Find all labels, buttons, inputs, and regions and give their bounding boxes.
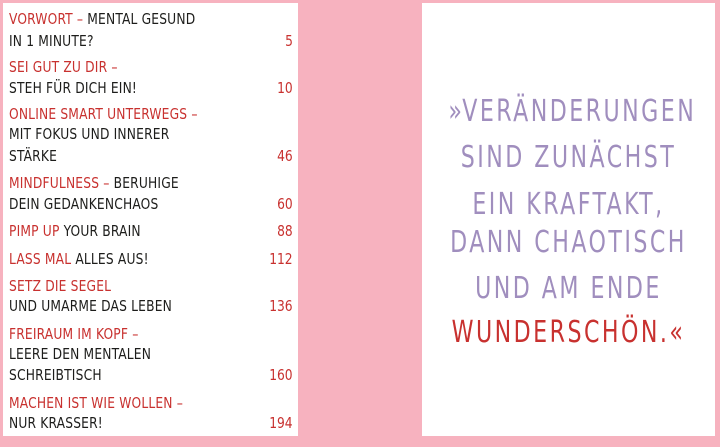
quote-line: UND AM ENDE [475, 271, 662, 306]
toc-page-number[interactable]: 5 [285, 32, 293, 50]
toc-entry-setz-die-segel-title[interactable]: SETZ DIE SEGEL [9, 276, 258, 296]
toc-page-number[interactable]: 10 [277, 79, 293, 97]
toc-page-number[interactable]: 112 [269, 250, 293, 268]
quote-line: DANN CHAOTISCH [450, 225, 687, 260]
toc-entry-mindfulness-subtitle[interactable]: DEIN GEDANKENCHAOS [9, 195, 159, 213]
toc-page-number[interactable]: 160 [269, 366, 293, 384]
toc-entry-title-dark: ALLES AUS! [71, 250, 149, 268]
toc-entry-lass-mal-title[interactable]: LASS MAL ALLES AUS! [9, 249, 258, 269]
toc-entry-online-smart-title[interactable]: ONLINE SMART UNTERWEGS – [9, 104, 258, 124]
toc-entry-freiraum-title[interactable]: FREIRAUM IM KOPF – [9, 324, 258, 344]
toc-entry-title-red: MINDFULNESS – [9, 174, 110, 192]
toc-entry-sei-gut-title[interactable]: SEI GUT ZU DIR – [9, 57, 258, 77]
toc-page-number[interactable]: 136 [269, 297, 293, 315]
toc-entry-freiraum-subtitle[interactable]: LEERE DEN MENTALEN [9, 345, 152, 363]
quote-line: »VERÄNDERUNGEN [448, 94, 697, 129]
toc-entry-machen-subtitle[interactable]: NUR KRASSER! [9, 414, 103, 432]
toc-entry-mindfulness-title[interactable]: MINDFULNESS – BERUHIGE [9, 173, 258, 193]
toc-entry-vorwort-title[interactable]: VORWORT – MENTAL GESUND [9, 9, 258, 29]
toc-page-number[interactable]: 60 [277, 195, 293, 213]
toc-entry-title-dark: YOUR BRAIN [59, 222, 141, 240]
quote-line: EIN KRAFTAKT, [472, 187, 665, 222]
toc-entry-title-dark: BERUHIGE [109, 174, 179, 192]
toc-entry-title-red: LASS MAL [9, 250, 72, 268]
toc-entry-title-red: VORWORT – [9, 10, 84, 28]
table-of-contents-page: VORWORT – MENTAL GESUND IN 1 MINUTE? 5 S… [3, 3, 298, 436]
quote-accent-line: WUNDERSCHÖN.« [451, 315, 686, 350]
toc-entry-title-red: SETZ DIE SEGEL [9, 277, 112, 295]
toc-entry-freiraum-subtitle-2[interactable]: SCHREIBTISCH [9, 366, 102, 384]
toc-page-number[interactable]: 46 [277, 147, 293, 165]
toc-entry-sei-gut-subtitle[interactable]: STEH FÜR DICH EIN! [9, 79, 138, 97]
toc-page-number[interactable]: 88 [277, 222, 293, 240]
toc-entry-title-dark: MENTAL GESUND [83, 10, 196, 28]
toc-entry-online-smart-subtitle[interactable]: MIT FOKUS UND INNERER [9, 125, 170, 143]
quote-line: SIND ZUNÄCHST [460, 140, 677, 175]
toc-entry-machen-title[interactable]: MACHEN IST WIE WOLLEN – [9, 393, 258, 413]
toc-entry-title-red: ONLINE SMART UNTERWEGS – [9, 105, 198, 123]
toc-entry-vorwort-subtitle[interactable]: IN 1 MINUTE? [9, 32, 94, 50]
toc-entry-pimp-up-title[interactable]: PIMP UP YOUR BRAIN [9, 221, 258, 241]
toc-entry-title-red: MACHEN IST WIE WOLLEN – [9, 394, 184, 412]
toc-entry-title-red: SEI GUT ZU DIR – [9, 58, 118, 76]
toc-entry-title-red: FREIRAUM IM KOPF – [9, 325, 139, 343]
toc-entry-online-smart-subtitle-2[interactable]: STÄRKE [9, 147, 58, 165]
toc-entry-title-red: PIMP UP [9, 222, 60, 240]
toc-page-number[interactable]: 194 [269, 414, 293, 432]
toc-entry-setz-die-segel-subtitle[interactable]: UND UMARME DAS LEBEN [9, 297, 172, 315]
quote-page: »VERÄNDERUNGEN SIND ZUNÄCHST EIN KRAFTAK… [422, 3, 715, 436]
